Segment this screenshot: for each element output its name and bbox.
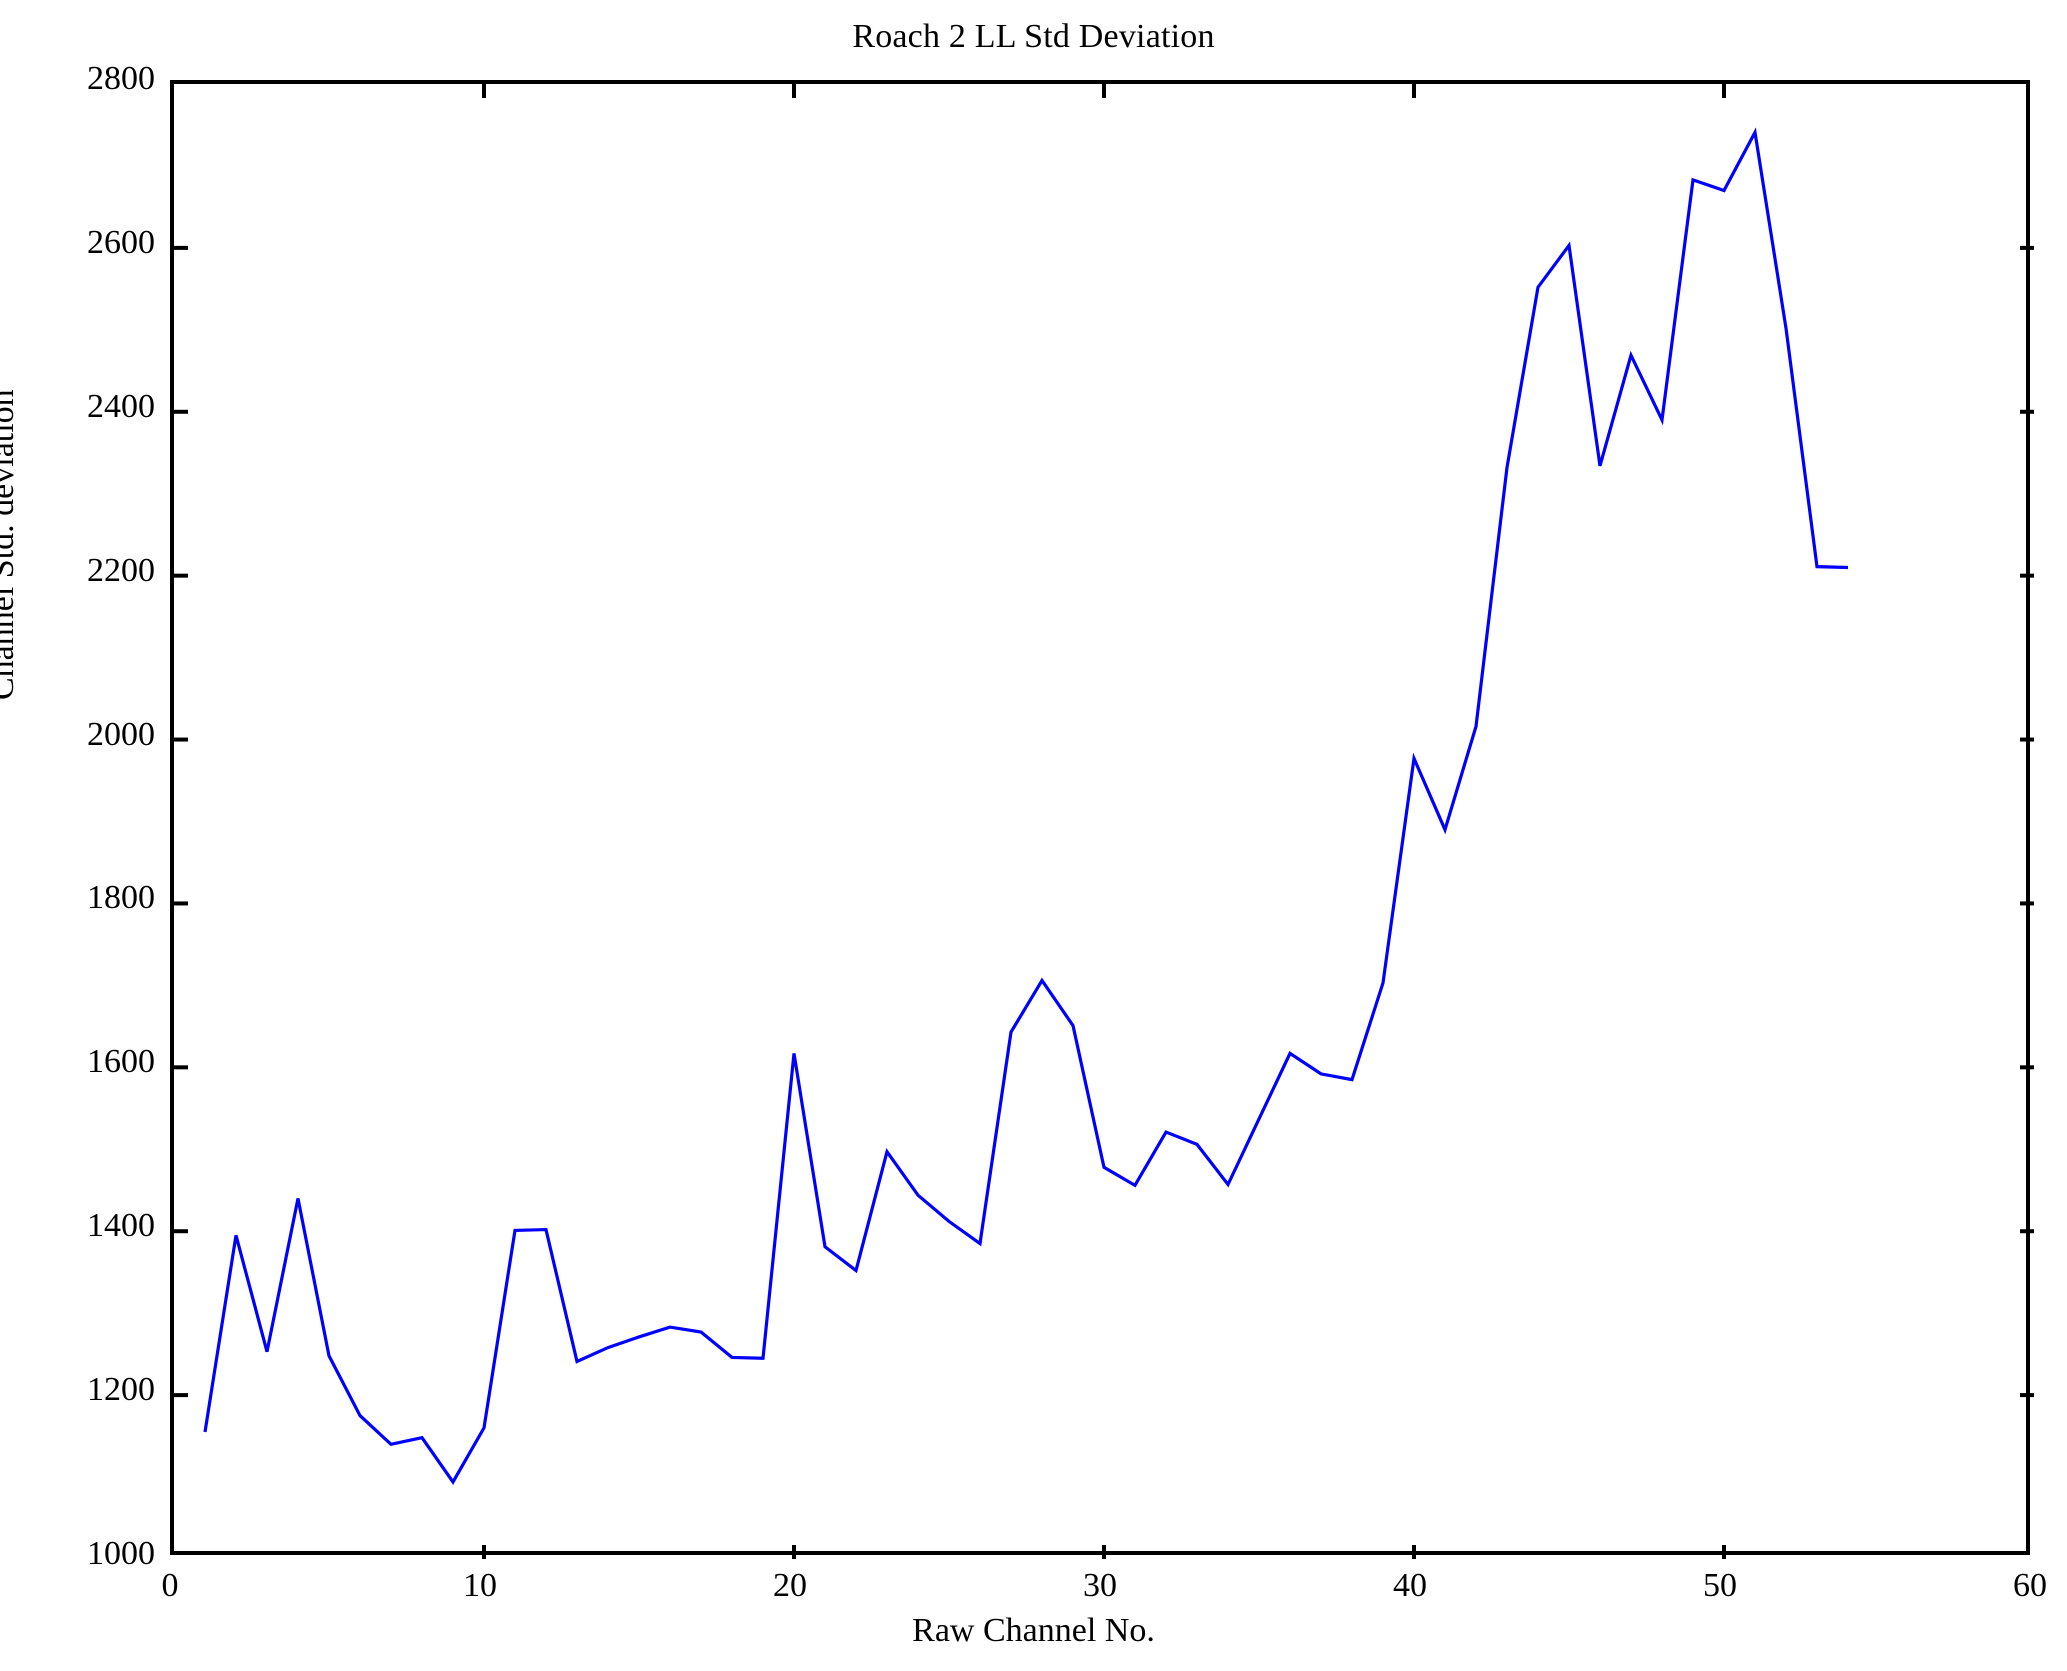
x-tick-label: 0 [161,1567,179,1604]
x-tick-label: 50 [1703,1567,1737,1604]
y-tick-label: 2600 [87,223,155,261]
y-tick-label: 2200 [87,551,155,589]
y-tick-label: 1200 [87,1371,155,1409]
y-tick-label: 1400 [87,1207,155,1245]
y-tick-label: 1600 [87,1043,155,1081]
y-axis-title: Channel Std. deviation [0,389,21,700]
x-tick-label: 40 [1393,1567,1427,1604]
x-tick-label: 60 [2013,1567,2047,1604]
chart-title: Roach 2 LL Std Deviation [852,18,1215,55]
x-tick-label: 10 [463,1567,497,1604]
x-axis-title: Raw Channel No. [912,1612,1155,1649]
x-tick-label: 30 [1083,1567,1117,1604]
y-tick-label: 2400 [87,387,155,425]
y-tick-label: 2000 [87,715,155,753]
data-series-line [203,127,1849,1485]
plot-area [170,80,2034,1559]
y-tick-label: 1800 [87,879,155,917]
y-tick-label: 1000 [87,1535,155,1572]
axis-ticks [174,84,2034,1559]
x-tick-label: 20 [773,1567,807,1604]
y-tick-label: 2800 [87,60,155,97]
plot-svg [174,84,2034,1559]
